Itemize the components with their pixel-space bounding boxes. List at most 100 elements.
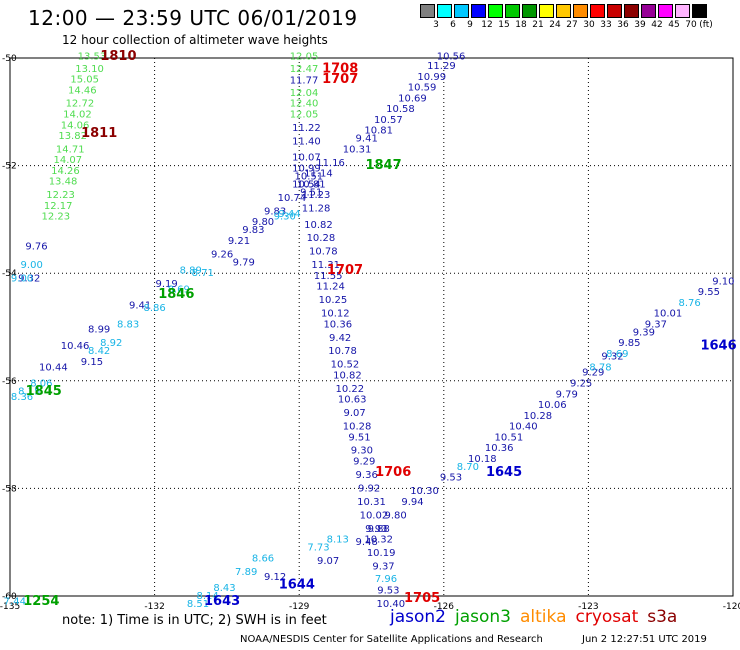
lat-tick-label: -52	[2, 162, 17, 172]
scale-swatch	[522, 4, 537, 18]
legend-jason2: jason2	[390, 607, 446, 627]
scale-swatch	[675, 4, 690, 18]
wave-height-label: 9.79	[556, 389, 578, 400]
scale-swatch	[573, 4, 588, 18]
lat-tick-label: -50	[2, 54, 17, 64]
wave-height-label: 10.28	[307, 233, 336, 244]
lon-tick-label: -126	[434, 602, 455, 612]
wave-height-label: 9.32	[18, 274, 40, 285]
pass-time-label: 1847	[365, 158, 401, 173]
pass-time-label: 1643	[204, 594, 240, 609]
wave-height-label: 10.36	[323, 319, 352, 330]
wave-height-label: 10.99	[417, 72, 446, 83]
scale-swatch	[590, 4, 605, 18]
wave-height-label: 8.71	[192, 268, 214, 279]
map-title: 12:00 — 23:59 UTC 06/01/2019	[28, 6, 358, 30]
wave-height-label: 10.25	[319, 295, 348, 306]
wave-height-label: 9.44	[278, 209, 300, 220]
units-note: note: 1) Time is in UTC; 2) SWH is in fe…	[62, 613, 327, 628]
wave-height-label: 9.55	[698, 287, 720, 298]
wave-height-label: 8.83	[117, 319, 139, 330]
scale-swatch	[420, 4, 435, 18]
wave-height-label: 12.23	[46, 190, 75, 201]
wave-height-label: 10.30	[410, 486, 439, 497]
wave-height-label: 9.42	[329, 333, 351, 344]
pass-time-label: 1707	[322, 72, 358, 87]
pass-time-label: 1644	[279, 578, 315, 593]
wave-height-label: 9.51	[348, 432, 370, 443]
scale-unit: (ft)	[699, 20, 713, 30]
legend-cryosat: cryosat	[575, 607, 639, 627]
wave-height-label: 8.92	[100, 338, 122, 349]
wave-height-label: 10.31	[343, 144, 372, 155]
wave-height-label: 10.51	[495, 432, 524, 443]
wave-height-label: 14.02	[63, 109, 92, 120]
wave-height-label: 11.23	[302, 190, 331, 201]
wave-height-label: 13.53	[78, 51, 107, 62]
wave-height-label: 10.82	[333, 370, 362, 381]
scale-label: 42	[651, 20, 663, 30]
wave-height-label: 13.82	[58, 131, 87, 142]
wave-height-label: 9.10	[712, 276, 734, 287]
wave-height-label: 11.22	[292, 123, 321, 134]
wave-height-label: 10.63	[338, 395, 367, 406]
wave-height-label: 10.74	[278, 193, 307, 204]
wave-height-label: 11.40	[292, 136, 321, 147]
wave-height-label: 11.16	[316, 158, 345, 169]
wave-height-label: 12.47	[290, 64, 319, 75]
wave-height-label: 15.05	[70, 75, 99, 86]
wave-height-label: 9.83	[242, 225, 264, 236]
scale-label: 36	[617, 20, 629, 30]
wave-height-label: 9.41	[129, 300, 151, 311]
wave-height-label: 10.12	[321, 309, 350, 320]
pass-time-label: 1646	[700, 338, 736, 353]
pass-time-label: 1254	[23, 594, 59, 609]
wave-height-label: 10.31	[357, 497, 386, 508]
wave-height-label: 9.07	[343, 408, 365, 419]
wave-height-label: 11.31	[311, 260, 340, 271]
wave-height-label: 8.86	[143, 303, 165, 314]
footer-credit: NOAA/NESDIS Center for Satellite Applica…	[240, 634, 543, 645]
wave-height-label: 9.80	[252, 217, 274, 228]
wave-height-label: 9.76	[25, 241, 47, 252]
wave-height-label: 9.19	[156, 279, 178, 290]
pass-time-label: 1708	[322, 61, 358, 76]
wave-height-label: 7.44	[4, 596, 26, 607]
wave-height-label: 9.41	[356, 134, 378, 145]
wave-height-label: 10.01	[654, 309, 683, 320]
scale-label: 15	[498, 20, 510, 30]
wave-height-label: 13.10	[75, 64, 104, 75]
lon-tick-label: -132	[144, 602, 164, 612]
scale-swatch	[505, 4, 520, 18]
wave-height-label: 8.89	[180, 266, 202, 277]
wave-height-label: 8.76	[678, 298, 700, 309]
wave-height-label: 9.25	[570, 378, 592, 389]
wave-height-label: 10.44	[39, 362, 68, 373]
wave-height-label: 10.06	[538, 400, 567, 411]
wave-height-label: 9.21	[228, 236, 250, 247]
scale-swatch	[539, 4, 554, 18]
wave-height-label: 9.32	[601, 352, 623, 363]
wave-height-label: 10.81	[364, 126, 393, 137]
wave-height-label: 8.99	[88, 325, 110, 336]
wave-height-label: 12.04	[290, 88, 319, 99]
legend-altika: altika	[520, 607, 567, 627]
wave-height-label: 10.28	[523, 411, 552, 422]
wave-height-label: 10.82	[304, 220, 333, 231]
wave-height-label: 8.13	[327, 535, 349, 546]
wave-height-label: 11.24	[316, 282, 345, 293]
wave-height-label: 10.56	[437, 51, 466, 62]
scale-swatch	[641, 4, 656, 18]
wave-height-label: 9.30	[351, 446, 373, 457]
lon-tick-label: -120	[723, 602, 740, 612]
pass-time-label: 1706	[375, 465, 411, 480]
wave-height-label: 11.55	[314, 271, 343, 282]
pass-time-label: 1707	[327, 263, 363, 278]
wave-height-label: 7.89	[235, 567, 257, 578]
scale-swatch	[556, 4, 571, 18]
wave-height-label: 12.05	[290, 51, 319, 62]
lat-tick-label: -60	[2, 592, 17, 602]
wave-height-label: 8.69	[606, 349, 628, 360]
wave-height-label: 8.43	[213, 583, 235, 594]
